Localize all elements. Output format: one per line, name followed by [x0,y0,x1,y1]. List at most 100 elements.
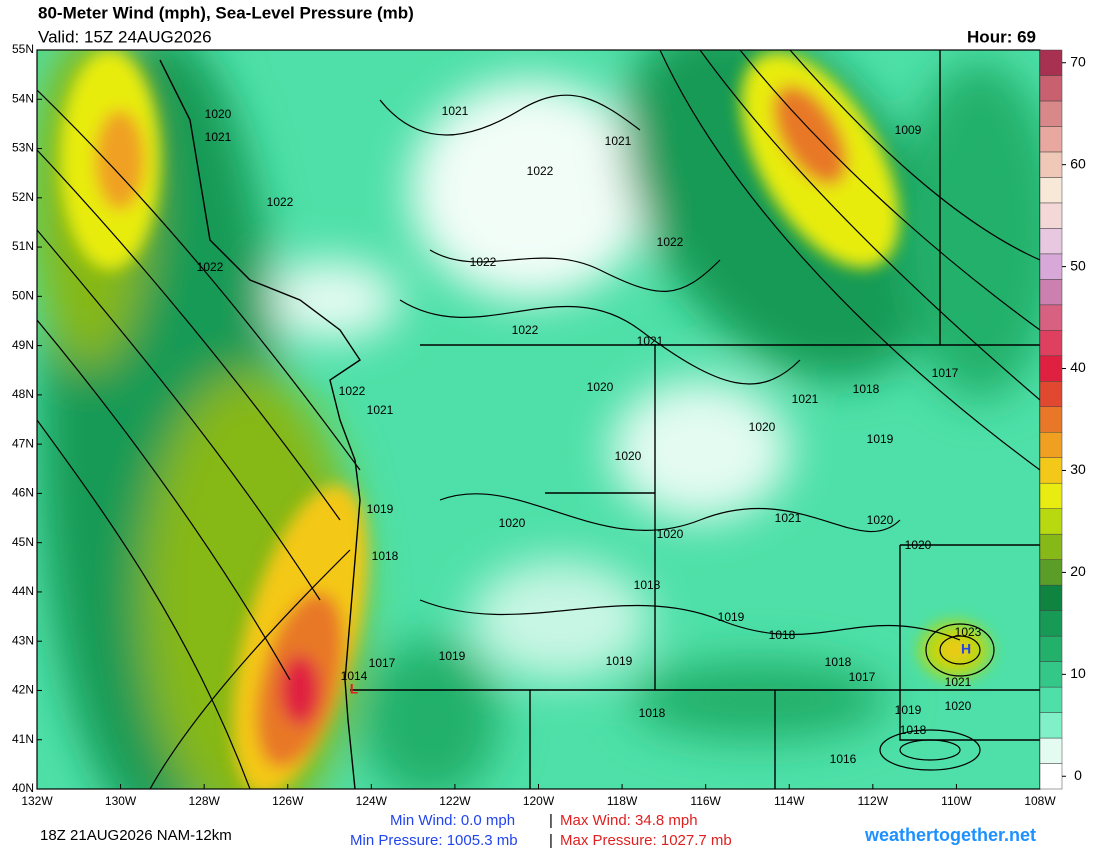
lon-label: 108W [1024,794,1056,808]
isobar-label: 1022 [657,235,684,249]
colorbar-swatch [1039,381,1063,408]
isobar-label: 1020 [867,513,894,527]
lon-label: 126W [272,794,304,808]
isobar-label: 1019 [606,654,633,668]
high-marker: H [961,641,971,657]
lon-label: 128W [188,794,220,808]
isobar-label: 1009 [895,123,922,137]
isobar-label: 1018 [825,655,852,669]
colorbar-swatch [1039,151,1063,178]
isobar-label: 1021 [945,675,972,689]
colorbar-swatch [1039,533,1063,560]
lon-label: 132W [21,794,53,808]
isobar-label: 1017 [932,366,959,380]
lat-label: 41N [12,732,34,746]
colorbar-label: 10 [1070,665,1086,681]
colorbar-label: 0 [1074,767,1082,783]
low-marker: L [350,681,359,697]
colorbar-swatch [1039,406,1063,433]
isobar-label: 1020 [615,449,642,463]
isobar-label: 1021 [775,511,802,525]
isobar-label: 1022 [527,164,554,178]
colorbar-swatch [1039,330,1063,357]
isobar-label: 1023 [955,625,982,639]
colorbar-swatch [1039,228,1063,255]
lat-label: 51N [12,239,34,253]
colorbar-label: 60 [1070,155,1086,171]
colorbar-swatch [1039,559,1063,586]
colorbar-label: 40 [1070,359,1086,375]
title: 80-Meter Wind (mph), Sea-Level Pressure … [38,3,414,22]
colorbar-swatch [1039,279,1063,306]
lat-label: 48N [12,387,34,401]
colorbar-swatch [1039,763,1063,790]
colorbar-swatch [1039,100,1063,127]
isobar-label: 1022 [267,195,294,209]
colorbar-swatch [1039,737,1063,764]
isobar-label: 1018 [769,628,796,642]
colorbar-label: 20 [1070,563,1086,579]
lat-label: 43N [12,633,34,647]
isobar-label: 1018 [634,578,661,592]
colorbar-swatch [1039,584,1063,611]
isobar-label: 1020 [587,380,614,394]
isobar-label: 1019 [895,703,922,717]
isobar-label: 1019 [439,649,466,663]
min-wind: Min Wind: 0.0 mph [390,812,515,829]
lon-label: 122W [439,794,471,808]
min-pressure: Min Pressure: 1005.3 mb [350,832,518,849]
isobar-label: 1022 [339,384,366,398]
colorbar-swatch [1039,508,1063,535]
isobar-label: 1018 [372,549,399,563]
colorbar-label: 30 [1070,461,1086,477]
colorbar-swatch [1039,712,1063,739]
colorbar-swatch [1039,610,1063,637]
lat-label: 42N [12,683,34,697]
lat-label: 53N [12,141,34,155]
max-wind: Max Wind: 34.8 mph [560,812,698,829]
isobar-label: 1022 [512,323,539,337]
isobar-label: 1021 [205,130,232,144]
valid-time: Valid: 15Z 24AUG2026 [38,27,212,46]
colorbar-swatch [1039,177,1063,204]
isobar-label: 1019 [867,432,894,446]
lat-label: 52N [12,190,34,204]
lon-label: 114W [774,794,805,808]
colorbar-swatch [1039,202,1063,229]
isobar-label: 1016 [830,752,857,766]
lat-label: 50N [12,289,34,303]
max-pressure: Max Pressure: 1027.7 mb [560,832,732,849]
isobar-label: 1018 [853,382,880,396]
forecast-hour: Hour: 69 [967,27,1036,46]
isobar-label: 1021 [367,403,394,417]
isobar-label: 1020 [499,516,526,530]
isobar-label: 1019 [718,610,745,624]
lat-label: 49N [12,338,34,352]
lon-label: 120W [523,794,555,808]
lat-label: 46N [12,486,34,500]
site-name: weathertogether.net [864,825,1036,845]
lat-label: 40N [12,781,34,795]
isobar-label: 1021 [637,334,664,348]
isobar-label: 1020 [945,699,972,713]
lon-label: 124W [356,794,388,808]
colorbar-swatch [1039,253,1063,280]
lon-label: 112W [858,794,889,808]
lon-label: 116W [690,794,721,808]
isobar-label: 1020 [657,527,684,541]
colorbar-label: 70 [1070,53,1086,69]
isobar-label: 1018 [639,706,666,720]
colorbar-swatch [1039,661,1063,688]
lat-label: 45N [12,535,34,549]
isobar-label: 1018 [900,723,927,737]
colorbar-swatch [1039,304,1063,331]
isobar-label: 1022 [470,255,497,269]
colorbar-swatch [1039,635,1063,662]
lon-label: 110W [941,794,972,808]
isobar-label: 1020 [749,420,776,434]
colorbar-swatch [1039,355,1063,382]
lat-label: 47N [12,436,34,450]
lat-label: 54N [12,91,34,105]
isobar-label: 1017 [849,670,876,684]
